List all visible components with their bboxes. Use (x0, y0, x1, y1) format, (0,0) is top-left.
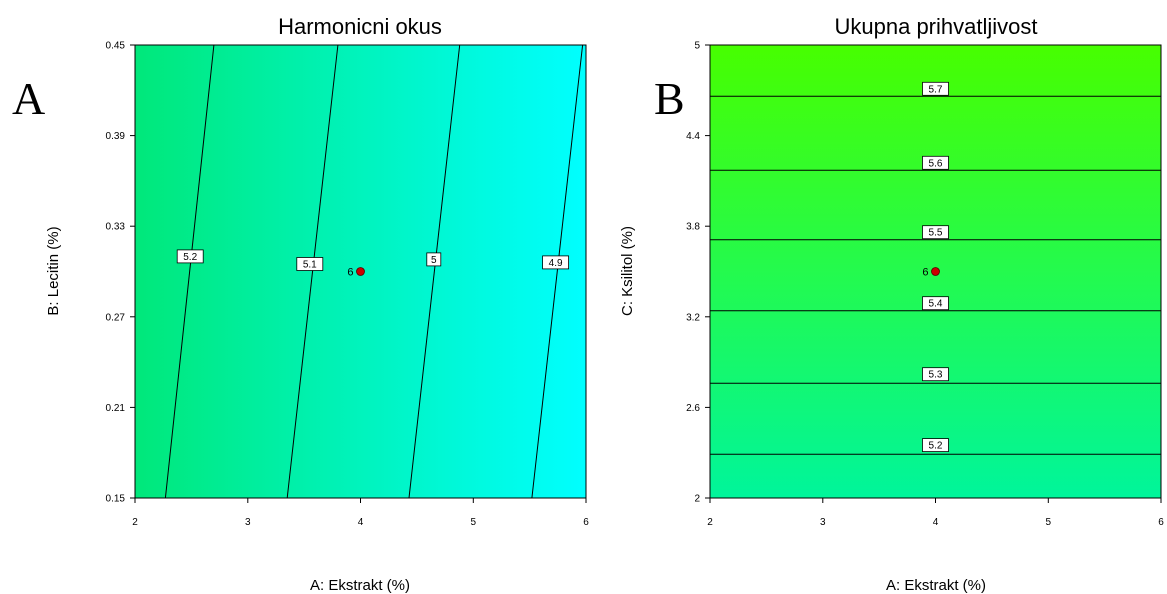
contour-label-text: 5.1 (303, 260, 317, 271)
chart-title: Harmonicni okus (278, 14, 442, 39)
x-tick-label: 2 (132, 517, 138, 528)
panel-b: B Ukupna prihvatljivost 5.75.65.55.45.35… (619, 14, 1164, 594)
y-axis-ticks: 2 2.6 3.2 3.8 4.4 5 (686, 41, 710, 505)
contour-line (408, 44, 461, 499)
x-axis-label: A: Ekstrakt (%) (886, 577, 986, 594)
contour-line (164, 44, 215, 499)
design-point-marker (356, 267, 365, 276)
contour-label-text: 5.7 (929, 84, 943, 95)
x-tick-label: 4 (358, 517, 364, 528)
y-tick-label: 3.2 (686, 312, 700, 323)
design-point: 6 (347, 267, 365, 279)
x-tick-label: 3 (245, 517, 251, 528)
contour-label-text: 5 (431, 255, 437, 266)
contour-label: 4.9 (542, 255, 569, 270)
y-tick-label: 0.15 (106, 494, 126, 505)
y-tick-label: 0.39 (106, 131, 126, 142)
y-tick-label: 4.4 (686, 131, 700, 142)
contour-labels: 5.2 5.1 5 4.9 (176, 249, 569, 271)
contour-line (531, 44, 584, 499)
contour-label-text: 5.4 (929, 299, 943, 310)
y-tick-label: 0.21 (106, 403, 126, 414)
design-point-marker (931, 267, 940, 276)
x-tick-label: 5 (471, 517, 477, 528)
y-axis-ticks: 0.15 0.21 0.27 0.33 0.39 0.45 (106, 41, 135, 505)
contour-label-box (922, 81, 949, 96)
y-tick-label: 0.33 (106, 222, 126, 233)
contour-label-box (542, 255, 569, 270)
y-tick-label: 5 (694, 41, 700, 52)
contour-lines (164, 44, 584, 499)
x-tick-label: 2 (707, 517, 713, 528)
contour-line (286, 44, 339, 499)
contour-label-box (922, 438, 949, 453)
design-point-label: 6 (347, 267, 353, 279)
x-axis-ticks: 2 3 4 5 6 (707, 498, 1164, 528)
x-tick-label: 6 (583, 517, 589, 528)
contour-label: 5.2 (922, 438, 949, 453)
x-tick-label: 5 (1046, 517, 1052, 528)
x-tick-label: 4 (933, 517, 939, 528)
contour-label-text: 5.5 (929, 228, 943, 239)
x-tick-label: 3 (820, 517, 826, 528)
contour-lines (710, 95, 1161, 455)
panel-letter: A (12, 73, 45, 124)
contour-label: 5.1 (296, 257, 324, 271)
contour-label-box (922, 296, 949, 311)
contour-label-box (922, 367, 949, 382)
contour-label-text: 5.2 (929, 441, 943, 452)
contour-label-box (296, 257, 324, 271)
contour-label-box (922, 155, 949, 170)
y-axis-label: C: Ksilitol (%) (619, 226, 636, 316)
y-tick-label: 0.27 (106, 312, 126, 323)
x-axis-ticks: 2 3 4 5 6 (132, 498, 589, 528)
contour-label-text: 5.3 (929, 370, 943, 381)
contour-label: 5.5 (922, 225, 949, 240)
contour-label: 5.7 (922, 81, 949, 96)
contour-label: 5.3 (922, 367, 949, 382)
contour-labels: 5.7 5.6 5.5 5.4 5.3 5.2 (922, 81, 949, 453)
contour-label: 5.4 (922, 296, 949, 311)
y-tick-label: 2 (694, 494, 700, 505)
chart-title: Ukupna prihvatljivost (835, 14, 1038, 39)
y-tick-label: 2.6 (686, 403, 700, 414)
contour-label-box (176, 249, 204, 264)
contour-label-text: 5.6 (929, 158, 943, 169)
contour-label: 5.6 (922, 155, 949, 170)
contour-label-box (922, 225, 949, 240)
y-tick-label: 0.45 (106, 41, 126, 52)
design-point: 6 (922, 267, 940, 279)
panel-a: A Harmonicni okus 5.2 5.1 5 4.9 6 2 3 4 5 6 0.1… (12, 14, 589, 594)
panel-letter: B (654, 73, 685, 124)
contour-label-text: 4.9 (549, 258, 563, 269)
y-axis-label: B: Lecitin (%) (45, 226, 62, 315)
x-axis-label: A: Ekstrakt (%) (310, 577, 410, 594)
contour-label: 5.2 (176, 249, 204, 264)
y-tick-label: 3.8 (686, 222, 700, 233)
contour-label-text: 5.2 (183, 252, 197, 263)
design-point-label: 6 (922, 267, 928, 279)
x-tick-label: 6 (1158, 517, 1164, 528)
contour-label-box (426, 252, 442, 267)
contour-label: 5 (426, 252, 442, 267)
